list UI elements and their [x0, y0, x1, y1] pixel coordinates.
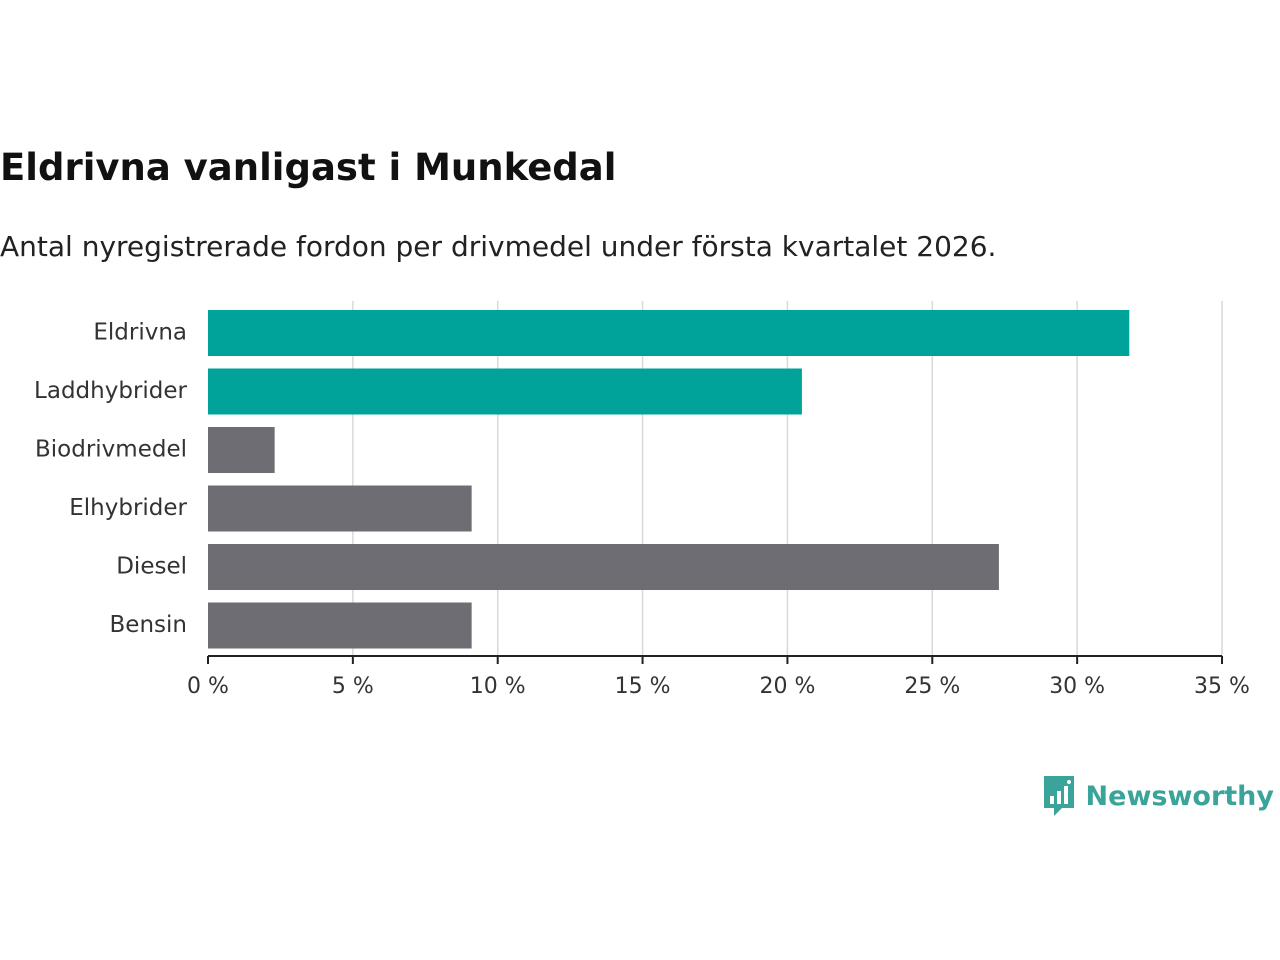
brand-name: Newsworthy	[1085, 780, 1274, 812]
x-tick-label: 10 %	[470, 674, 526, 699]
bar-eldrivna	[208, 310, 1130, 356]
chart-subtitle: Antal nyregistrerade fordon per drivmede…	[0, 230, 997, 263]
grid-lines	[352, 301, 1223, 656]
newsworthy-logo-icon	[1043, 776, 1074, 816]
category-label: Diesel	[116, 554, 187, 580]
bar-elhybrider	[208, 485, 472, 532]
x-tick-label: 35 %	[1194, 674, 1250, 699]
category-label: Eldrivna	[93, 320, 187, 346]
brand-logo: Newsworthy	[1042, 774, 1274, 818]
category-label: Biodrivmedel	[35, 437, 187, 463]
category-labels: Eldrivna Laddhybrider Biodrivmedel Elhybrid…	[34, 320, 187, 639]
chart-title: Eldrivna vanligast i Munkedal	[0, 146, 617, 189]
x-tick-label: 15 %	[615, 674, 671, 699]
x-tick-label: 25 %	[904, 674, 960, 699]
x-axis: 0 % 5 % 10 % 15 % 20 % 25 % 30 % 35 %	[187, 655, 1250, 699]
x-tick-label: 0 %	[187, 674, 229, 699]
x-tick-label: 30 %	[1049, 674, 1105, 699]
bar-biodrivmedel	[208, 427, 275, 473]
x-tick-label: 20 %	[759, 674, 815, 699]
x-tick-label: 5 %	[332, 674, 374, 699]
bars	[208, 310, 1130, 649]
category-label: Bensin	[110, 612, 187, 638]
category-label: Elhybrider	[69, 495, 187, 521]
category-label: Laddhybrider	[34, 378, 187, 404]
bar-diesel	[208, 544, 999, 590]
bar-laddhybrider	[208, 368, 802, 415]
bar-bensin	[208, 602, 472, 649]
